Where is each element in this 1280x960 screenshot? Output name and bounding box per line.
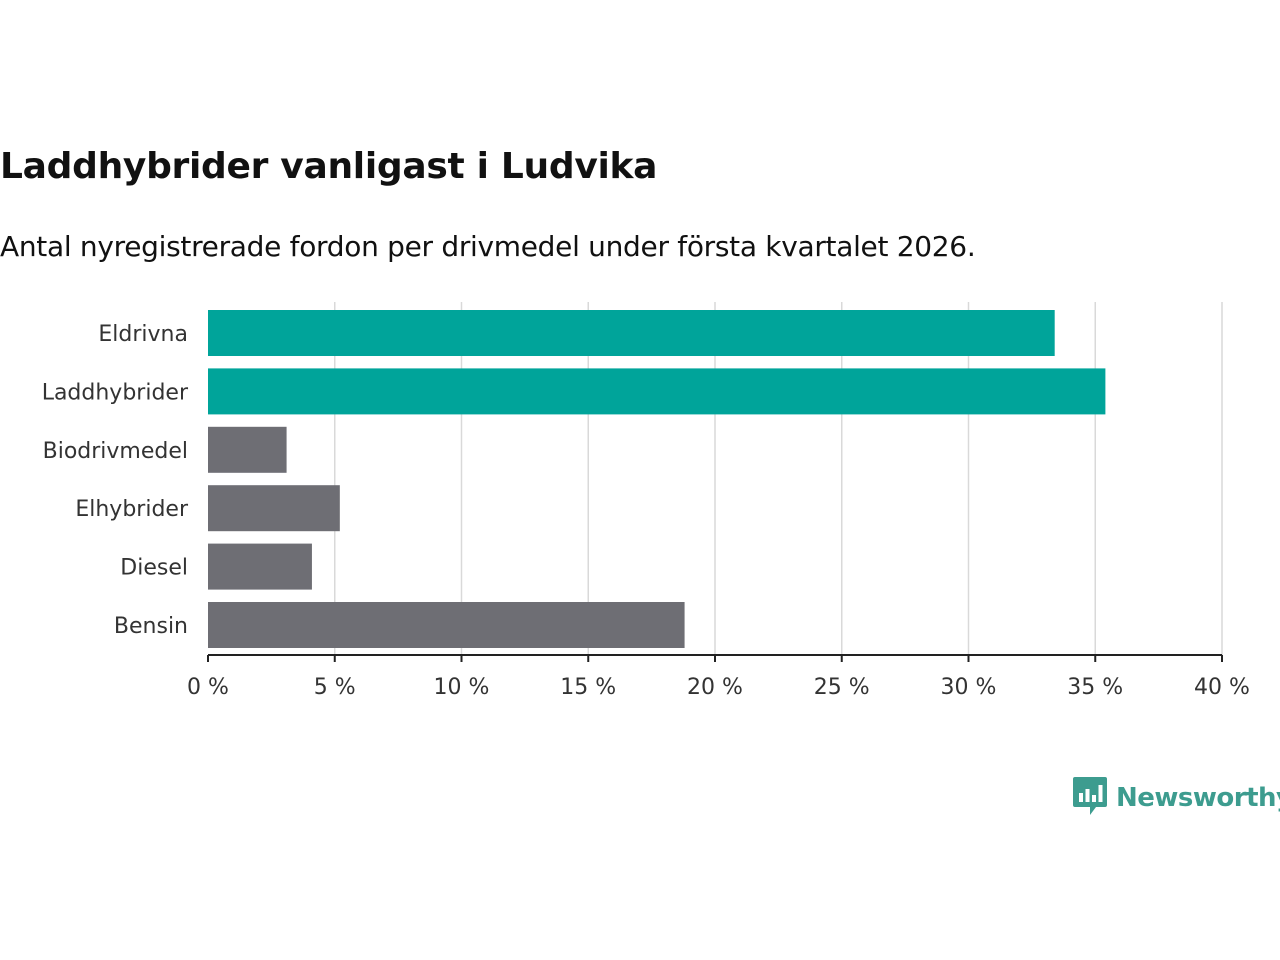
bar-bensin — [208, 602, 685, 648]
x-tick-label: 5 % — [314, 675, 356, 700]
category-label: Elhybrider — [75, 497, 189, 522]
brand-logo: Newsworthy — [1072, 775, 1280, 821]
bar-diesel — [208, 543, 312, 590]
brand-name: Newsworthy — [1116, 783, 1280, 813]
chart-title: Laddhybrider vanligast i Ludvika — [0, 146, 658, 187]
bar-chart: Eldrivna Laddhybrider Biodrivmedel Elhybrid… — [42, 302, 1250, 700]
category-label: Eldrivna — [98, 322, 188, 347]
category-label: Diesel — [120, 556, 188, 581]
bar-elhybrider — [208, 485, 340, 532]
bar-eldrivna — [208, 310, 1055, 356]
category-labels: Eldrivna Laddhybrider Biodrivmedel Elhybrid… — [42, 322, 189, 639]
newsworthy-logo-icon — [1072, 775, 1108, 821]
category-label: Biodrivmedel — [43, 439, 188, 464]
bar-biodrivmedel — [208, 426, 287, 473]
bars — [208, 310, 1106, 648]
x-tick-label: 30 % — [941, 675, 997, 700]
chart-subtitle: Antal nyregistrerade fordon per drivmede… — [0, 230, 976, 263]
grid-lines — [334, 302, 1223, 655]
x-tick-label: 35 % — [1067, 675, 1123, 700]
x-tick-label: 15 % — [560, 675, 616, 700]
x-axis: 0 % 5 % 10 % 15 % 20 % 25 % 30 % 35 % 40 % — [187, 654, 1250, 700]
x-tick-label: 25 % — [814, 675, 870, 700]
category-label: Bensin — [114, 614, 188, 639]
x-tick-label: 20 % — [687, 675, 743, 700]
category-label: Laddhybrider — [42, 380, 189, 405]
bar-laddhybrider — [208, 368, 1106, 415]
x-tick-label: 40 % — [1194, 675, 1250, 700]
x-tick-label: 0 % — [187, 675, 229, 700]
x-tick-label: 10 % — [434, 675, 490, 700]
